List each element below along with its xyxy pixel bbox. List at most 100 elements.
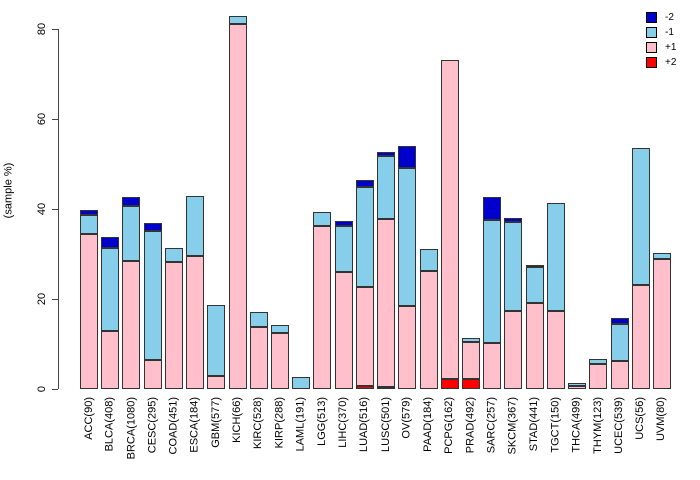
bar-segment xyxy=(377,387,395,389)
bar-segment xyxy=(420,249,438,271)
bar-segment xyxy=(335,221,353,226)
category-label: KIRP(288) xyxy=(273,397,286,449)
bar-segment xyxy=(653,259,671,389)
bar-segment xyxy=(80,234,98,389)
bar-segment xyxy=(144,223,162,231)
bar-segment xyxy=(165,262,183,389)
bar-segment xyxy=(271,333,289,389)
category-label: LUSC(501) xyxy=(379,397,392,453)
y-tick xyxy=(52,29,58,30)
category-label: UVM(80) xyxy=(655,397,668,442)
legend-label: +1 xyxy=(665,42,677,53)
bar-segment xyxy=(462,342,480,379)
bar-segment xyxy=(186,196,204,256)
category-label: BRCA(1080) xyxy=(124,397,137,460)
bar-segment xyxy=(229,24,247,389)
bar-segment xyxy=(504,311,522,389)
bar-segment xyxy=(122,261,140,389)
category-label: THCA(499) xyxy=(570,397,583,453)
category-label: LGG(513) xyxy=(315,397,328,446)
y-tick-label: 80 xyxy=(36,22,48,36)
bar-segment xyxy=(356,180,374,187)
bar-segment xyxy=(462,338,480,342)
legend-item: +2 xyxy=(646,55,676,70)
legend-item: +1 xyxy=(646,40,676,55)
y-axis-label: (sample %) xyxy=(2,162,15,219)
category-label: ACC(90) xyxy=(82,397,95,440)
y-axis xyxy=(58,29,59,389)
bar-segment xyxy=(335,226,353,272)
bar-segment xyxy=(207,376,225,389)
legend-swatch xyxy=(646,12,657,23)
category-label: CESC(295) xyxy=(146,397,159,454)
bar-segment xyxy=(568,386,586,389)
category-label: PCPG(162) xyxy=(443,397,456,454)
y-tick-label: 40 xyxy=(36,202,48,216)
bar-segment xyxy=(80,210,98,215)
bar-segment xyxy=(356,386,374,389)
y-tick-label: 0 xyxy=(36,385,48,393)
category-label: LAML(191) xyxy=(294,397,307,452)
bar-segment xyxy=(526,267,544,303)
bar-segment xyxy=(398,306,416,389)
bar-segment xyxy=(80,215,98,234)
bar-segment xyxy=(611,318,629,324)
bar-segment xyxy=(441,60,459,379)
bar-segment xyxy=(101,237,119,248)
category-label: LIHC(370) xyxy=(337,397,350,448)
bar-segment xyxy=(144,360,162,389)
bar-segment xyxy=(271,325,289,333)
legend-label: -1 xyxy=(665,27,674,38)
bar-segment xyxy=(568,383,586,386)
category-label: TGCT(150) xyxy=(549,397,562,453)
bar-segment xyxy=(377,156,395,219)
category-label: STAD(441) xyxy=(528,397,541,452)
bar-segment xyxy=(632,285,650,389)
bar-segment xyxy=(122,197,140,206)
category-label: UCEC(539) xyxy=(613,397,625,454)
bar-segment xyxy=(611,324,629,361)
bar-segment xyxy=(377,152,395,156)
category-label: OV(579) xyxy=(400,397,413,439)
bar-segment xyxy=(356,187,374,287)
bar-segment xyxy=(589,364,607,389)
bar-segment xyxy=(292,377,310,389)
bar-segment xyxy=(483,343,501,389)
bar-segment xyxy=(377,219,395,387)
bar-segment xyxy=(313,226,331,389)
category-label: SARC(257) xyxy=(485,397,498,454)
category-label: KICH(66) xyxy=(231,397,244,443)
y-tick xyxy=(52,209,58,210)
legend-swatch xyxy=(646,27,657,38)
bar-segment xyxy=(356,287,374,386)
bar-segment xyxy=(653,253,671,259)
bar-segment xyxy=(547,203,565,311)
bar-segment xyxy=(229,16,247,24)
legend: -2 -1 +1 +2 xyxy=(646,10,676,70)
legend-swatch xyxy=(646,42,657,53)
bar-segment xyxy=(611,361,629,389)
bar-segment xyxy=(483,220,501,343)
legend-label: +2 xyxy=(665,57,677,68)
bar-segment xyxy=(313,212,331,226)
legend-item: -1 xyxy=(646,25,676,40)
category-label: SKCM(367) xyxy=(506,397,519,455)
bar-segment xyxy=(398,168,416,306)
legend-label: -2 xyxy=(665,12,674,23)
bar-segment xyxy=(526,303,544,389)
category-label: PAAD(184) xyxy=(422,397,435,452)
bar-segment xyxy=(589,359,607,364)
bar-segment xyxy=(483,197,501,220)
category-label: THYM(123) xyxy=(591,397,604,454)
bar-segment xyxy=(462,379,480,389)
bar-segment xyxy=(101,331,119,389)
bar-segment xyxy=(398,146,416,168)
bar-segment xyxy=(335,272,353,389)
y-tick xyxy=(52,389,58,390)
bar-segment xyxy=(186,256,204,389)
y-tick-label: 20 xyxy=(36,292,48,306)
bar-segment xyxy=(122,206,140,261)
category-label: BLCA(408) xyxy=(103,397,116,452)
y-tick xyxy=(52,299,58,300)
